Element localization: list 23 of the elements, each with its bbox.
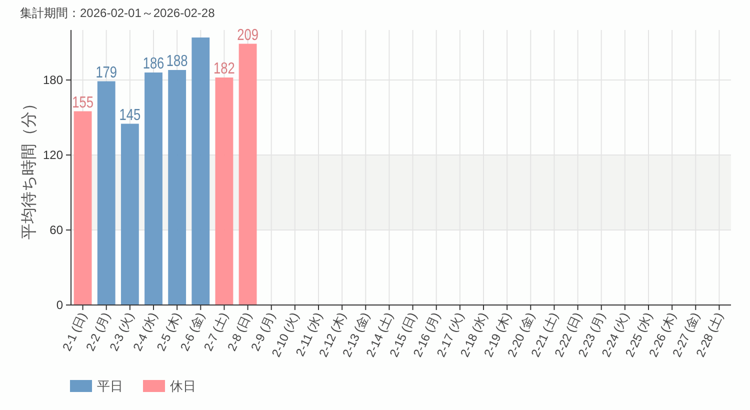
- data-label: 155: [72, 94, 94, 112]
- bar: [238, 44, 257, 305]
- data-label: 186: [142, 55, 164, 73]
- y-axis-title: 平均待ち時間（分）: [20, 96, 38, 240]
- data-label: 188: [166, 52, 188, 70]
- data-label: 182: [214, 60, 235, 78]
- y-tick-label: 120: [42, 148, 64, 162]
- bar: [120, 124, 139, 305]
- chart-title: 集計期間：2026-02-01～2026-02-28: [20, 6, 216, 20]
- bar: [215, 78, 234, 305]
- y-tick-label: 60: [50, 223, 64, 238]
- bar: [74, 111, 92, 305]
- legend-label: 平日: [97, 378, 123, 394]
- data-label: 179: [96, 64, 118, 82]
- data-label: 209: [237, 26, 258, 44]
- legend-label: 休日: [170, 378, 196, 394]
- bar: [97, 81, 116, 305]
- bar: [144, 72, 162, 305]
- bar: [168, 70, 186, 305]
- y-tick-label: 0: [56, 298, 64, 312]
- data-label: 145: [119, 106, 141, 124]
- y-tick-label: 180: [42, 73, 64, 88]
- bar: [192, 38, 210, 305]
